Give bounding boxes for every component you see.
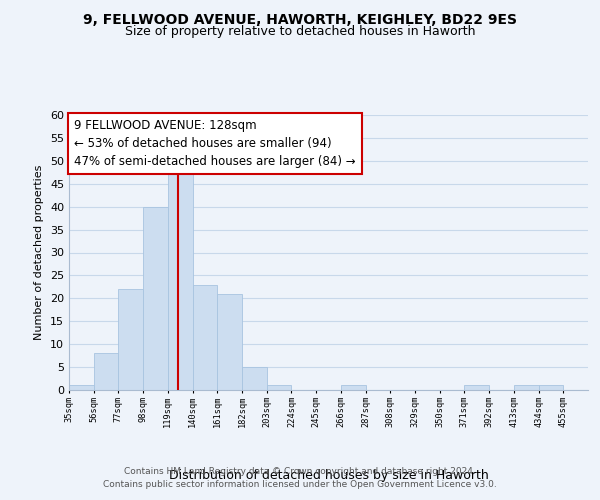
Bar (69, 386, 94, 390)
Text: 9, FELLWOOD AVENUE, HAWORTH, KEIGHLEY, BD22 9ES: 9, FELLWOOD AVENUE, HAWORTH, KEIGHLEY, B… (83, 12, 517, 26)
Bar (464, 386, 489, 390)
Bar (341, 386, 365, 390)
Text: Contains public sector information licensed under the Open Government Licence v3: Contains public sector information licen… (103, 480, 497, 489)
Text: Size of property relative to detached houses in Haworth: Size of property relative to detached ho… (125, 25, 475, 38)
Bar (267, 386, 292, 390)
Bar (168, 170, 193, 390)
Bar (514, 386, 539, 390)
Text: 9 FELLWOOD AVENUE: 128sqm
← 53% of detached houses are smaller (94)
47% of semi-: 9 FELLWOOD AVENUE: 128sqm ← 53% of detac… (74, 119, 356, 168)
Bar (217, 294, 242, 390)
Bar (118, 289, 143, 390)
X-axis label: Distribution of detached houses by size in Haworth: Distribution of detached houses by size … (169, 468, 488, 481)
Text: Contains HM Land Registry data © Crown copyright and database right 2024.: Contains HM Land Registry data © Crown c… (124, 467, 476, 476)
Bar (539, 386, 563, 390)
Bar (143, 206, 168, 390)
Bar (242, 367, 267, 390)
Y-axis label: Number of detached properties: Number of detached properties (34, 165, 44, 340)
Bar (94, 354, 118, 390)
Bar (193, 284, 217, 390)
